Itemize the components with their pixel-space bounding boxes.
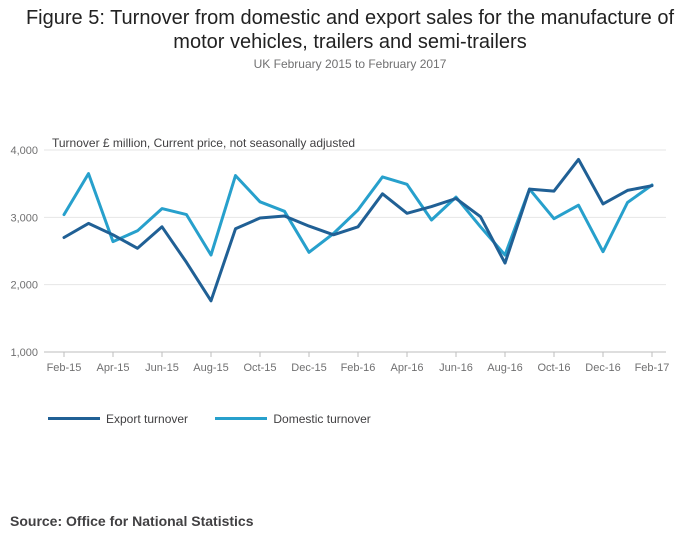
y-axis: 1,000 2,000 3,000 4,000 — [10, 145, 38, 359]
x-tick-label: Feb-16 — [341, 362, 376, 374]
x-tick-label: Jun-15 — [145, 362, 179, 374]
y-tick-label: 1,000 — [10, 347, 38, 359]
series-line-export-turnover — [62, 157, 654, 303]
chart-title-line-1: Figure 5: Turnover from domestic and exp… — [25, 7, 675, 29]
y-tick-label: 4,000 — [10, 145, 38, 157]
chart-title: Figure 5: Turnover from domestic and exp… — [0, 6, 700, 54]
legend-label-export: Export turnover — [106, 411, 189, 426]
y-tick-label: 2,000 — [10, 280, 38, 292]
legend-swatch-domestic — [215, 417, 268, 420]
x-tick-label: Jun-16 — [439, 362, 473, 374]
x-tick-label: Oct-15 — [243, 362, 276, 374]
legend-item-domestic[interactable]: Domestic turnover — [215, 411, 371, 426]
x-axis: Feb-15 Apr-15 Jun-15 Aug-15 Oct-15 Dec-15 Feb-… — [47, 352, 670, 374]
x-tick-label: Feb-17 — [635, 362, 670, 374]
legend-swatch-export — [48, 417, 100, 420]
x-tick-label: Dec-16 — [585, 362, 620, 374]
source-note: Source: Office for National Statistics — [10, 513, 254, 529]
gridlines — [44, 149, 666, 353]
x-tick-label: Aug-16 — [487, 362, 522, 374]
legend-label-domestic: Domestic turnover — [273, 411, 371, 426]
series-lines — [62, 157, 654, 303]
x-tick-label: Feb-15 — [47, 362, 82, 374]
x-tick-label: Oct-16 — [537, 362, 570, 374]
y-axis-label: Turnover £ million, Current price, not s… — [52, 136, 356, 150]
x-tick-label: Aug-15 — [193, 362, 228, 374]
chart-title-line-2: motor vehicles, trailers and semi-traile… — [173, 31, 527, 53]
legend-item-export[interactable]: Export turnover — [48, 412, 188, 426]
legend: Export turnover Domestic turnover — [48, 409, 395, 426]
y-tick-label: 3,000 — [10, 212, 38, 224]
x-tick-label: Apr-16 — [390, 362, 423, 374]
series-line-domestic-turnover — [62, 172, 654, 257]
chart-subtitle: UK February 2015 to February 2017 — [253, 57, 447, 71]
x-tick-label: Dec-15 — [291, 362, 326, 374]
x-tick-label: Apr-15 — [96, 362, 129, 374]
